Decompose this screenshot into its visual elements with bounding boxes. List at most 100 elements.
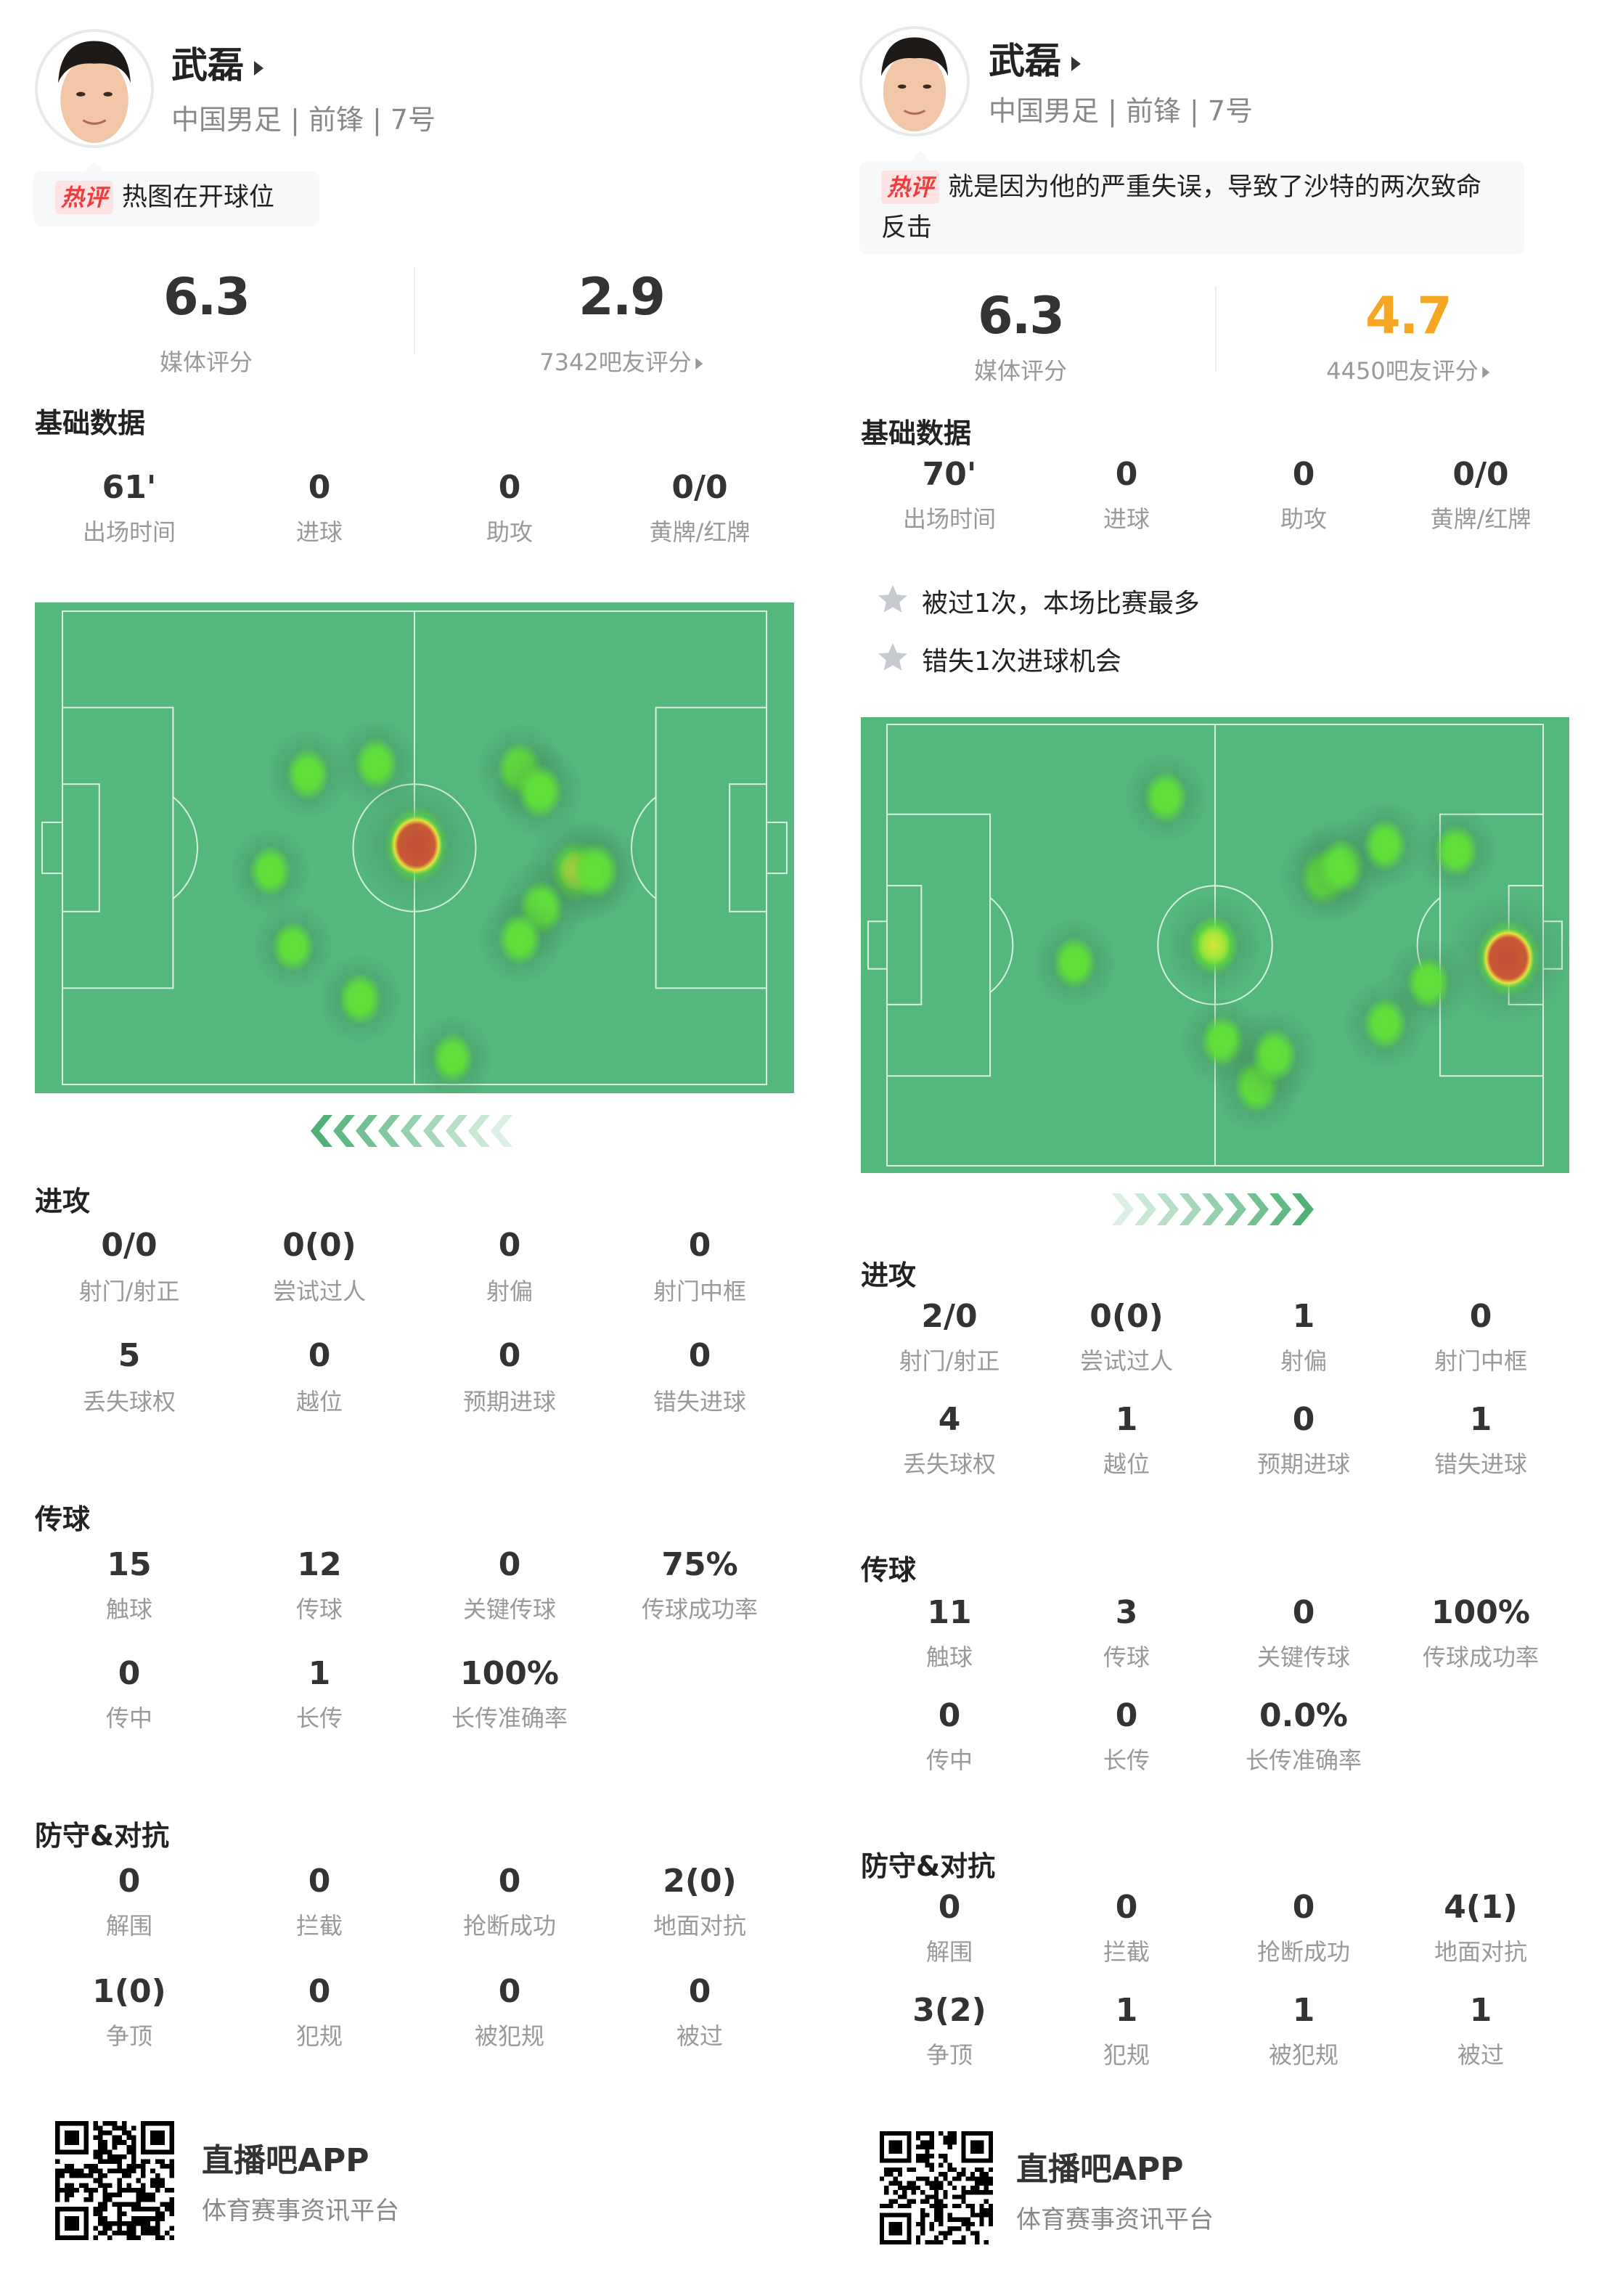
heat-spot [497,912,542,966]
stat-value: 0 [688,1337,711,1374]
stat-label: 解围 [925,1938,973,1966]
stat-value: 0 [688,1227,711,1264]
hot-comment-badge: 热评 [55,181,114,214]
heat-spot-hot [390,815,443,875]
section-title: 进攻 [35,1185,91,1217]
heat-spot [1052,936,1097,989]
stat-label: 丢失球权 [902,1450,997,1478]
stat-label: 越位 [1103,1450,1150,1478]
stat-value: 70' [922,456,977,493]
stat-label: 关键传球 [1256,1643,1351,1671]
heatmap-pitch [35,602,794,1093]
stat-value: 3(2) [912,1992,986,2029]
heat-spot [353,737,398,790]
stat-value: 0 [1292,1889,1315,1926]
hot-comment[interactable]: 热评 就是因为他的严重失误，导致了沙特的两次致命反击 [859,151,1524,254]
stat-value: 0 [308,1337,331,1374]
stat-label: 地面对抗 [1434,1938,1528,1966]
stat-label: 触球 [925,1643,973,1671]
heatmap-pitch [861,717,1569,1173]
stat-value: 0 [498,1973,521,2010]
stat-label: 抢断成功 [1256,1938,1351,1966]
stat-value: 0 [498,1863,521,1900]
chevron-icon [423,1115,445,1147]
stat-value: 0 [938,1889,961,1926]
stat-value: 0.0% [1259,1697,1349,1734]
footer-app-title: 直播吧APP [202,2142,369,2179]
stat-value: 0/0 [671,469,728,506]
stat-value: 3 [1115,1594,1138,1631]
fan-rating-link[interactable]: 4450吧友评分 [1326,353,1490,386]
fan-rating-link[interactable]: 7342吧友评分 [539,344,703,377]
stat-value: 61' [102,469,157,506]
stat-label: 犯规 [295,2022,343,2050]
stat-label: 争顶 [925,2041,973,2069]
section-title-basic: 基础数据 [35,407,146,439]
goal [867,920,888,970]
fan-rating-label: 4450吧友评分 [1326,357,1479,385]
hot-comment[interactable]: 热评 热图在开球位 [33,161,319,226]
chevron-icon [1202,1193,1224,1225]
fan-rating-value: 2.9 [578,267,666,327]
heat-spot [285,747,330,801]
stat-value: 100% [1431,1594,1530,1631]
stat-label: 射门/射正 [78,1278,180,1305]
stat-label: 出场时间 [82,518,176,546]
heat-spot [249,845,292,896]
goal [41,821,63,875]
stat-label: 越位 [295,1388,343,1415]
rating-divider [1215,286,1217,372]
stat-label: 助攻 [486,518,533,546]
stat-label: 丢失球权 [82,1388,176,1415]
footer-app-subtitle: 体育赛事资讯平台 [1016,2205,1214,2234]
stat-label: 传球 [1103,1643,1150,1671]
media-rating-value: 6.3 [977,286,1065,346]
media-rating-label: 媒体评分 [973,357,1068,385]
stat-value: 0 [308,1863,331,1900]
heat-spot [571,842,620,899]
chevron-icon [468,1115,490,1147]
hot-comment-text: 热图在开球位 [122,183,275,212]
star-icon [878,585,907,613]
stat-label: 出场时间 [902,505,997,533]
stat-label: 传球成功率 [1422,1643,1540,1671]
heat-spot [1251,1028,1298,1083]
stat-label: 传中 [925,1746,973,1774]
section-title: 进攻 [861,1259,917,1291]
stat-value: 0 [498,1337,521,1374]
stat-label: 错失进球 [653,1388,747,1415]
stat-value: 1 [1469,1401,1492,1438]
heat-spot [1362,818,1407,872]
stat-label: 关键传球 [462,1596,557,1623]
player-avatar[interactable] [35,29,154,148]
stat-value: 100% [460,1655,559,1692]
stat-value: 0 [1292,1401,1315,1438]
player-name-link[interactable]: 武磊 [989,32,1081,84]
player-avatar[interactable] [859,26,970,136]
stat-value: 2/0 [921,1298,978,1335]
qr-code[interactable] [880,2131,993,2244]
stat-value: 0 [1469,1298,1492,1335]
stat-label: 长传准确率 [1245,1746,1362,1774]
stat-value: 0 [1115,1889,1138,1926]
star-icon [878,643,907,671]
stat-label: 拦截 [295,1912,343,1940]
stat-value: 0 [118,1863,141,1900]
stat-value: 12 [297,1546,342,1583]
stat-label: 尝试过人 [1079,1347,1174,1375]
player-info: 中国男足 | 前锋 | 7号 [171,104,436,136]
player-name-link[interactable]: 武磊 [171,36,263,89]
section-title: 防守&对抗 [35,1820,170,1852]
stat-label: 触球 [105,1596,153,1623]
attack-direction-icon [311,1115,512,1147]
stat-label: 黄牌/红牌 [649,518,751,546]
chevron-icon [1269,1193,1291,1225]
stat-label: 射门中框 [1434,1347,1528,1375]
chevron-icon [1112,1193,1134,1225]
qr-code[interactable] [55,2121,174,2240]
stat-value: 0 [498,469,521,506]
stat-label: 射偏 [486,1278,533,1305]
caret-right-icon [254,60,263,75]
stat-label: 预期进球 [462,1388,557,1415]
heat-spot [271,921,315,973]
